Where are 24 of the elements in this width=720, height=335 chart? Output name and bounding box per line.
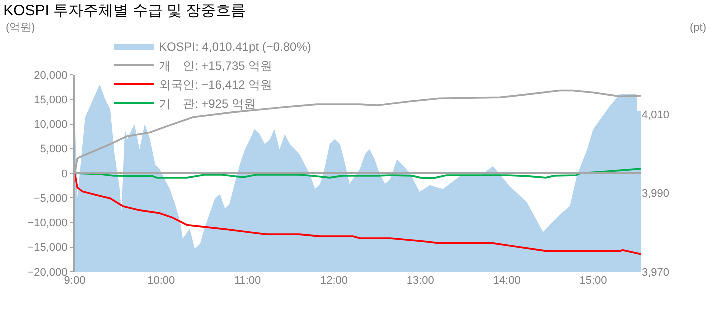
legend-label: 기 관: +925 억원	[158, 96, 256, 111]
x-tick-label: 14:00	[493, 275, 521, 287]
y-tick-label: 15,000	[34, 94, 68, 106]
y-tick-label: −5,000	[34, 192, 68, 205]
y2-tick-label: 4,010	[642, 109, 670, 122]
x-tick-label: 11:00	[234, 275, 262, 287]
y-axis-title: (억원)	[6, 22, 36, 34]
chart-title: KOSPI 투자주체별 수급 및 장중흐름	[4, 2, 246, 20]
y-tick-label: 0	[62, 168, 68, 180]
y-tick-label: −15,000	[28, 242, 68, 254]
legend-label: 외국인: −16,412 억원	[158, 78, 273, 92]
y2-axis-title: (pt)	[690, 22, 706, 34]
y-tick-label: 20,000	[34, 70, 68, 82]
x-tick-label: 13:00	[406, 275, 434, 287]
x-tick-label: 10:00	[148, 275, 176, 287]
y2-tick-label: 3,990	[642, 188, 670, 200]
y-tick-label: 5,000	[40, 144, 68, 156]
y-tick-label: −10,000	[28, 218, 68, 230]
y-tick-label: 10,000	[34, 119, 68, 132]
legend-label: KOSPI: 4,010.41pt (−0.80%)	[158, 40, 312, 54]
legend-label: 개 인: +15,735 억원	[158, 58, 273, 73]
y2-tick-label: 3,970	[642, 266, 670, 279]
x-tick-label: 15:00	[580, 275, 608, 287]
x-tick-label: 12:00	[320, 275, 348, 287]
